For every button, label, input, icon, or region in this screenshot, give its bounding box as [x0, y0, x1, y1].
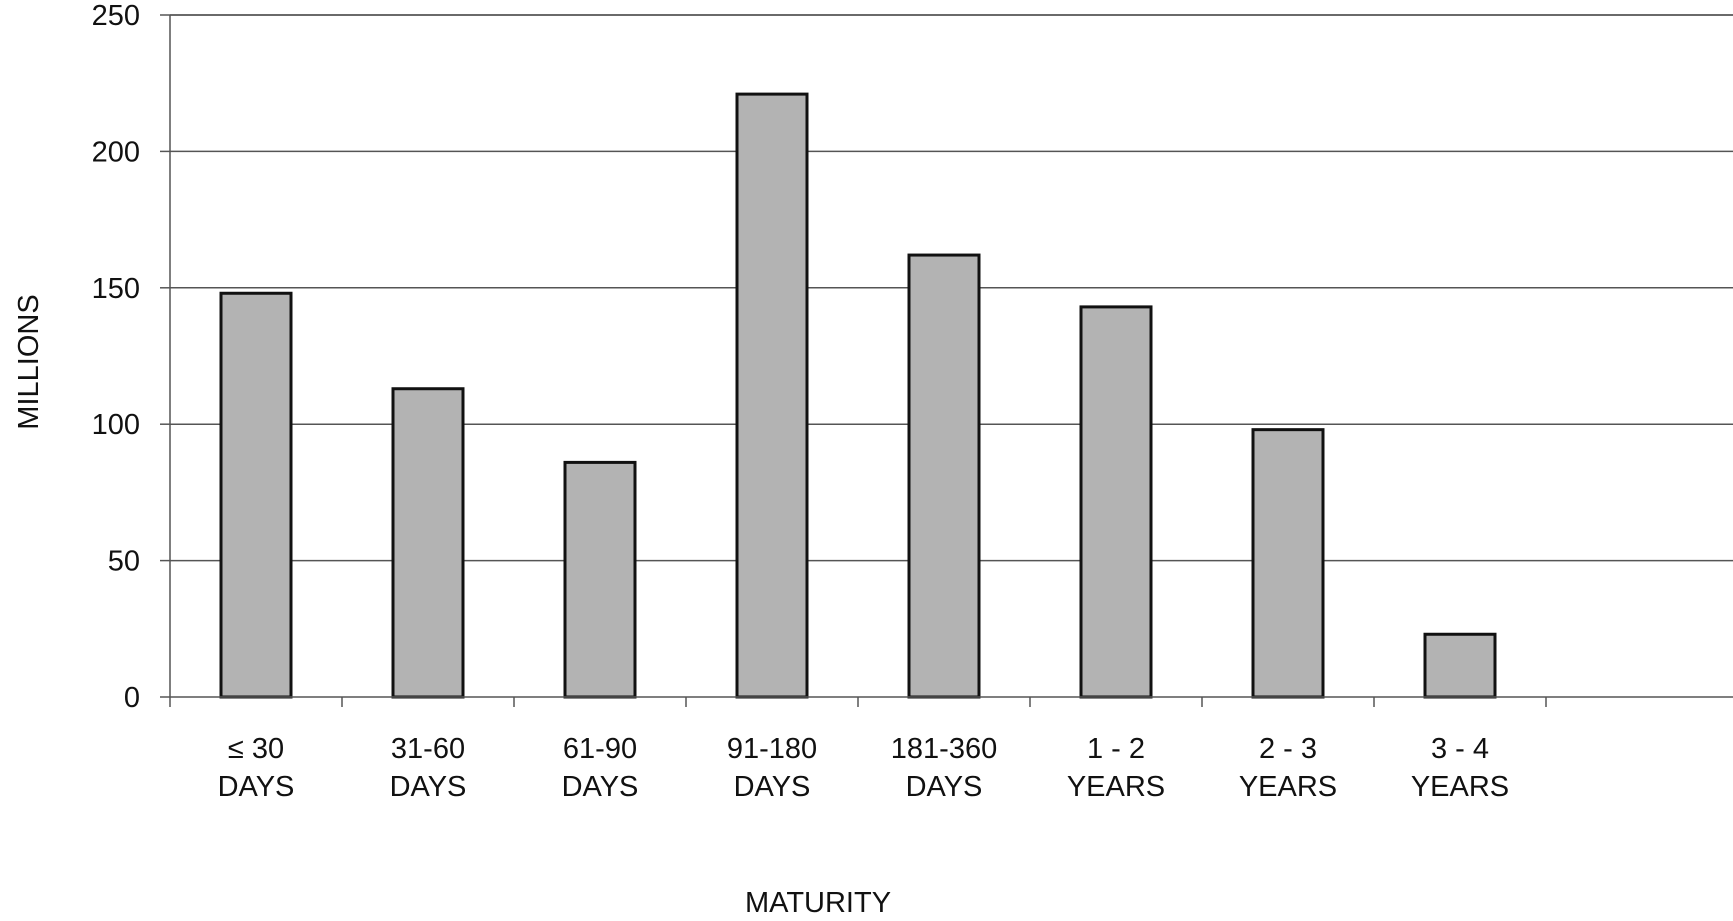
x-tick-label: ≤ 30: [228, 733, 284, 765]
y-tick-label: 50: [108, 546, 140, 578]
x-axis-label: MATURITY: [745, 887, 891, 919]
bar: [735, 92, 809, 699]
y-tick-label: 150: [92, 273, 140, 305]
axes: [160, 14, 1733, 707]
bar: [391, 387, 465, 699]
x-tick-label: DAYS: [562, 771, 639, 803]
x-tick-label: 61-90: [563, 733, 637, 765]
bar: [907, 253, 981, 699]
bar: [563, 460, 637, 699]
x-tick-label: DAYS: [218, 771, 295, 803]
x-tick-label: DAYS: [906, 771, 983, 803]
x-tick-labels: ≤ 30 DAYS 31-60 DAYS 61-90 DAYS 91-180 DAYS 181-…: [218, 733, 1510, 803]
x-tick-label: YEARS: [1239, 771, 1337, 803]
x-tick-label: YEARS: [1411, 771, 1509, 803]
y-tick-labels: 0 50 100 150 200 250: [92, 0, 140, 714]
y-tick-label: 0: [124, 682, 140, 714]
y-tick-label: 100: [92, 409, 140, 441]
x-tick-label: DAYS: [390, 771, 467, 803]
x-tick-label: 31-60: [391, 733, 465, 765]
bar: [1079, 305, 1153, 699]
y-tick-label: 250: [92, 0, 140, 32]
x-tick-label: 1 - 2: [1087, 733, 1145, 765]
y-tick-label: 200: [92, 136, 140, 168]
x-tick-label: 91-180: [727, 733, 817, 765]
bar: [1423, 632, 1497, 699]
x-tick-label: YEARS: [1067, 771, 1165, 803]
x-tick-label: DAYS: [734, 771, 811, 803]
bar: [219, 291, 293, 699]
bars: [219, 92, 1497, 699]
bar: [1251, 428, 1325, 699]
x-tick-label: 3 - 4: [1431, 733, 1489, 765]
y-axis-label: MILLIONS: [13, 294, 45, 429]
x-tick-label: 2 - 3: [1259, 733, 1317, 765]
x-tick-label: 181-360: [891, 733, 997, 765]
